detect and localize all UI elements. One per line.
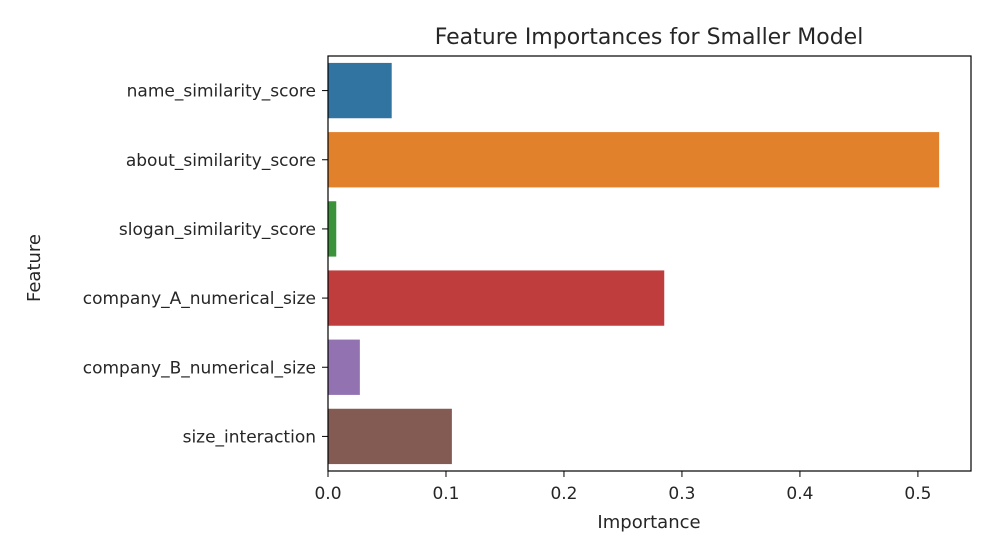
x-tick-label: 0.3 — [668, 484, 695, 504]
plot-frame — [327, 55, 972, 472]
bar-slogan-similarity-score — [328, 201, 337, 257]
bar-company-a-numerical-size — [328, 270, 665, 326]
x-tick-label: 0.2 — [550, 484, 577, 504]
x-ticks-layer: 0.0 0.1 0.2 0.3 0.4 0.5 — [314, 471, 931, 504]
y-tick-label-size-interaction: size_interaction — [183, 427, 316, 447]
x-tick-label: 0.4 — [786, 484, 813, 504]
chart-title: Feature Importances for Smaller Model — [435, 25, 864, 50]
x-tick-label: 0.0 — [314, 484, 341, 504]
y-tick-label-about-similarity-score: about_similarity_score — [126, 151, 316, 171]
y-tick-label-name-similarity-score: name_similarity_score — [127, 82, 316, 102]
x-tick-label: 0.1 — [432, 484, 459, 504]
y-tick-label-company-b-numerical-size: company_B_numerical_size — [83, 358, 316, 378]
bars-layer — [328, 62, 940, 465]
x-axis-label: Importance — [597, 512, 700, 533]
y-ticks-layer: name_similarity_score about_similarity_sc… — [83, 82, 328, 447]
bar-about-similarity-score — [328, 132, 940, 188]
bar-size-interaction — [328, 408, 452, 465]
y-tick-label-company-a-numerical-size: company_A_numerical_size — [83, 289, 316, 309]
y-tick-label-slogan-similarity-score: slogan_similarity_score — [119, 220, 316, 240]
y-axis-label: Feature — [24, 234, 45, 302]
bar-name-similarity-score — [328, 62, 392, 119]
bar-company-b-numerical-size — [328, 339, 360, 395]
x-tick-label: 0.5 — [904, 484, 931, 504]
